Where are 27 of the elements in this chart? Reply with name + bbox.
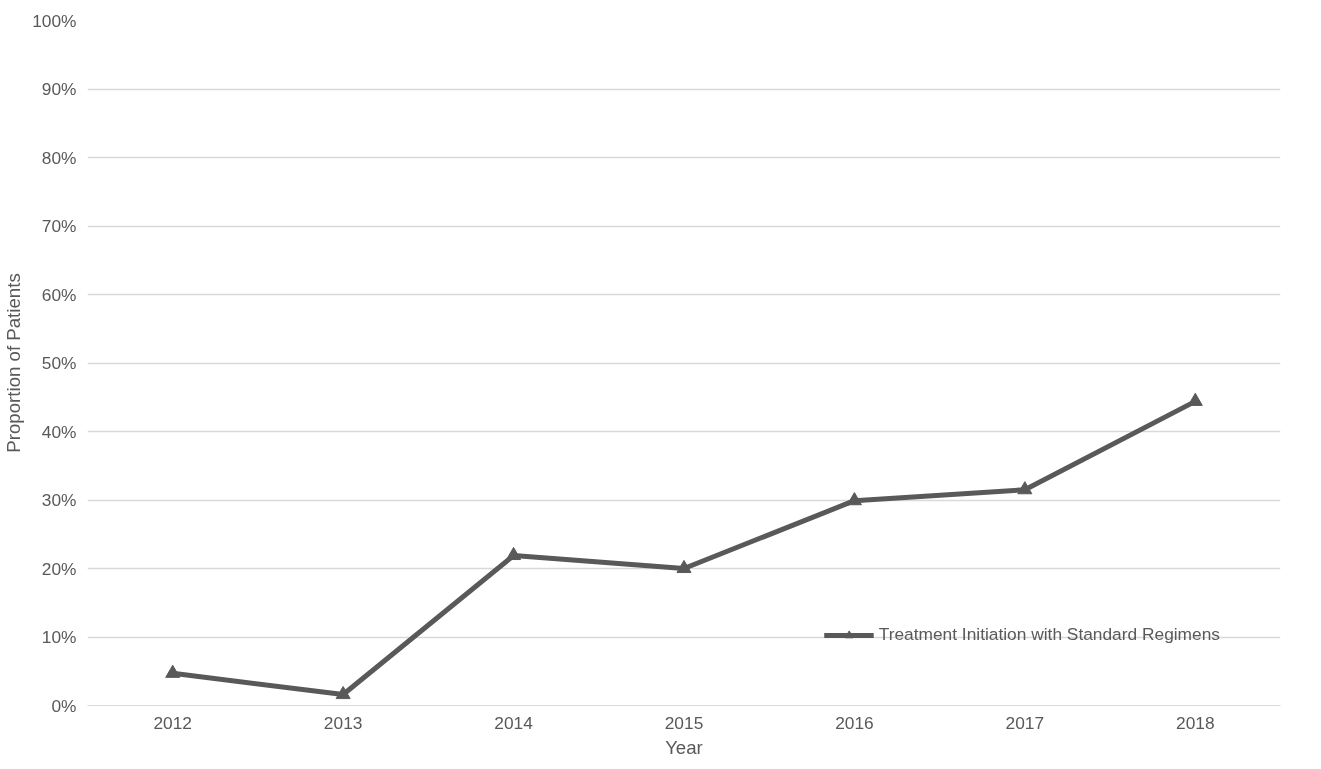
point xyxy=(1017,481,1033,495)
x-axis-title: Year xyxy=(665,736,703,758)
x-tick-label: 2017 xyxy=(1005,712,1045,733)
y-tick-label: 100% xyxy=(32,10,77,31)
y-tick-label: 10% xyxy=(41,627,77,647)
point xyxy=(506,546,522,561)
point xyxy=(335,685,351,700)
point xyxy=(846,492,862,506)
y-tick-label: 0% xyxy=(51,695,77,716)
x-tick-label: 2018 xyxy=(1176,712,1215,733)
y-axis-title: Proportion of Patients xyxy=(3,273,25,453)
y-tick-label: 90% xyxy=(41,79,77,99)
legend-label: Treatment Initiation with Standard Regimens xyxy=(878,624,1220,645)
point xyxy=(165,664,181,678)
y-tick-label: 20% xyxy=(41,558,77,579)
point xyxy=(676,559,692,574)
y-tick-label: 50% xyxy=(41,353,77,373)
x-tick-label: 2014 xyxy=(494,712,534,733)
y-tick-label: 80% xyxy=(41,147,77,168)
x-tick-label: 2012 xyxy=(153,712,192,733)
y-tick-label: 70% xyxy=(41,216,77,236)
y-tick-label: 40% xyxy=(41,421,77,442)
x-tick-label: 2013 xyxy=(323,712,363,733)
y-tick-label: 60% xyxy=(41,284,77,305)
y-tick-label: 30% xyxy=(41,490,77,510)
x-tick-label: 2016 xyxy=(835,712,874,733)
x-tick-label: 2015 xyxy=(664,712,704,733)
